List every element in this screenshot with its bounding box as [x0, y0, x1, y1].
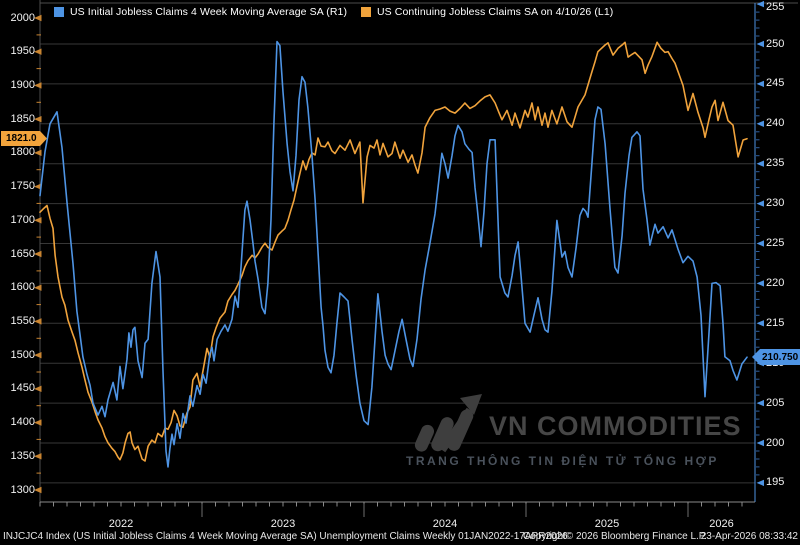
right-axis-label-230: 230 — [766, 197, 785, 210]
x-axis-year-label-2023: 2023 — [270, 518, 296, 530]
right-axis-label-200: 200 — [766, 436, 785, 449]
right-axis-label-215: 215 — [766, 316, 785, 329]
left-axis-label-1800: 1800 — [10, 146, 35, 159]
x-axis-year-label-2025: 2025 — [594, 518, 620, 530]
x-axis-year-label-2026: 2026 — [709, 518, 734, 530]
right-axis-label-255: 255 — [766, 1, 785, 13]
right-axis-label-205: 205 — [766, 396, 785, 409]
initial-claims-line[interactable] — [39, 40, 748, 468]
left-axis-label-1300: 1300 — [10, 483, 35, 496]
footer-copyright: Copyright© 2026 Bloomberg Finance L.P. — [523, 531, 707, 542]
legend-item-initial-claims[interactable]: US Initial Jobless Claims 4 Week Moving … — [54, 6, 347, 18]
left-axis-label-1650: 1650 — [10, 247, 35, 260]
right-axis-label-245: 245 — [766, 77, 785, 90]
left-axis-label-1700: 1700 — [10, 213, 35, 226]
left-axis-label-1550: 1550 — [10, 314, 35, 327]
initial-claims-last-value-badge: 210.750 — [752, 349, 800, 365]
legend-label-continuing-claims: US Continuing Jobless Claims SA on 4/10/… — [377, 6, 614, 18]
legend-label-initial-claims: US Initial Jobless Claims 4 Week Moving … — [70, 6, 348, 18]
footer-security-description: INJCJC4 Index (US Initial Jobless Claims… — [3, 531, 568, 542]
right-axis-label-240: 240 — [766, 117, 785, 130]
left-axis-label-2000: 2000 — [10, 11, 35, 24]
left-axis-label-1600: 1600 — [10, 281, 35, 294]
x-axis-year-label-2024: 2024 — [432, 518, 458, 530]
left-axis-label-1400: 1400 — [10, 416, 35, 429]
right-axis-label-220: 220 — [766, 276, 785, 289]
footer-datetime: 23-Apr-2026 08:33:42 — [700, 531, 798, 542]
right-axis-label-235: 235 — [766, 157, 785, 170]
legend-swatch-continuing-claims — [361, 7, 371, 17]
right-axis-label-195: 195 — [766, 476, 785, 489]
left-axis-label-1850: 1850 — [10, 112, 35, 125]
legend-swatch-initial-claims — [54, 7, 64, 17]
left-axis-label-1350: 1350 — [10, 449, 35, 462]
legend-item-continuing-claims[interactable]: US Continuing Jobless Claims SA on 4/10/… — [361, 6, 613, 18]
left-axis-label-1950: 1950 — [10, 45, 35, 58]
continuing-claims-last-value-badge: 1821.0 — [1, 131, 47, 146]
right-axis-label-225: 225 — [766, 237, 785, 249]
left-axis-label-1750: 1750 — [10, 180, 35, 193]
left-axis-label-1450: 1450 — [10, 382, 35, 395]
left-axis-label-1900: 1900 — [10, 78, 35, 91]
left-axis-label-1500: 1500 — [10, 348, 35, 361]
right-axis-label-250: 250 — [766, 37, 785, 50]
x-axis-year-label-2022: 2022 — [108, 518, 134, 530]
continuing-claims-line[interactable] — [39, 41, 748, 462]
